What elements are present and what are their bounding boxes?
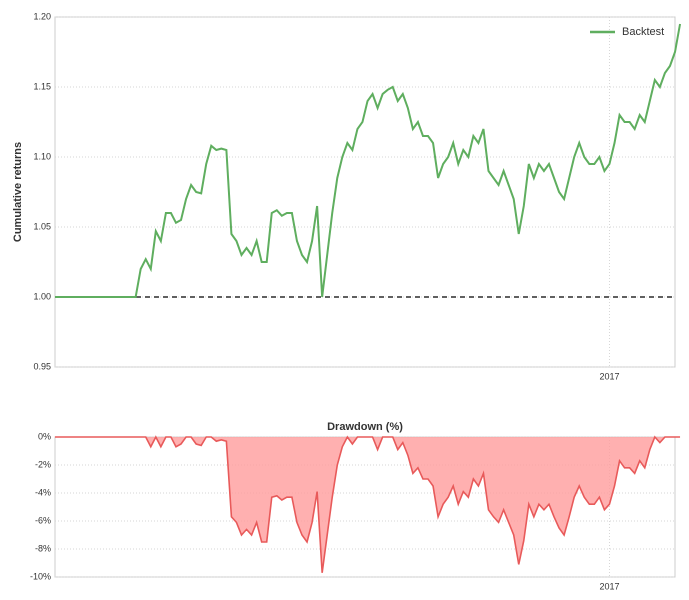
y-axis-label: Cumulative returns bbox=[12, 142, 24, 242]
area bbox=[55, 437, 681, 573]
y-tick-label: 1.15 bbox=[33, 81, 51, 91]
plot-frame bbox=[54, 16, 676, 368]
y-tick-label: -4% bbox=[35, 487, 51, 497]
y-tick-label: -6% bbox=[35, 515, 51, 525]
y-tick-label: 1.10 bbox=[33, 151, 51, 161]
legend-label: Backtest bbox=[622, 26, 664, 38]
y-tick-label: -2% bbox=[35, 459, 51, 469]
x-tick-label: 2017 bbox=[599, 581, 619, 591]
chart-title: Drawdown (%) bbox=[327, 421, 403, 433]
y-tick-label: -8% bbox=[35, 543, 51, 553]
y-tick-label: 0.95 bbox=[33, 361, 51, 371]
line bbox=[55, 23, 682, 298]
x-tick-label: 2017 bbox=[599, 371, 619, 381]
y-tick-label: 1.05 bbox=[33, 221, 51, 231]
area-line bbox=[55, 435, 681, 573]
y-tick-label: -10% bbox=[30, 571, 51, 581]
y-tick-label: 0% bbox=[38, 431, 51, 441]
y-tick-label: 1.00 bbox=[33, 291, 51, 301]
y-tick-label: 1.20 bbox=[33, 11, 51, 21]
